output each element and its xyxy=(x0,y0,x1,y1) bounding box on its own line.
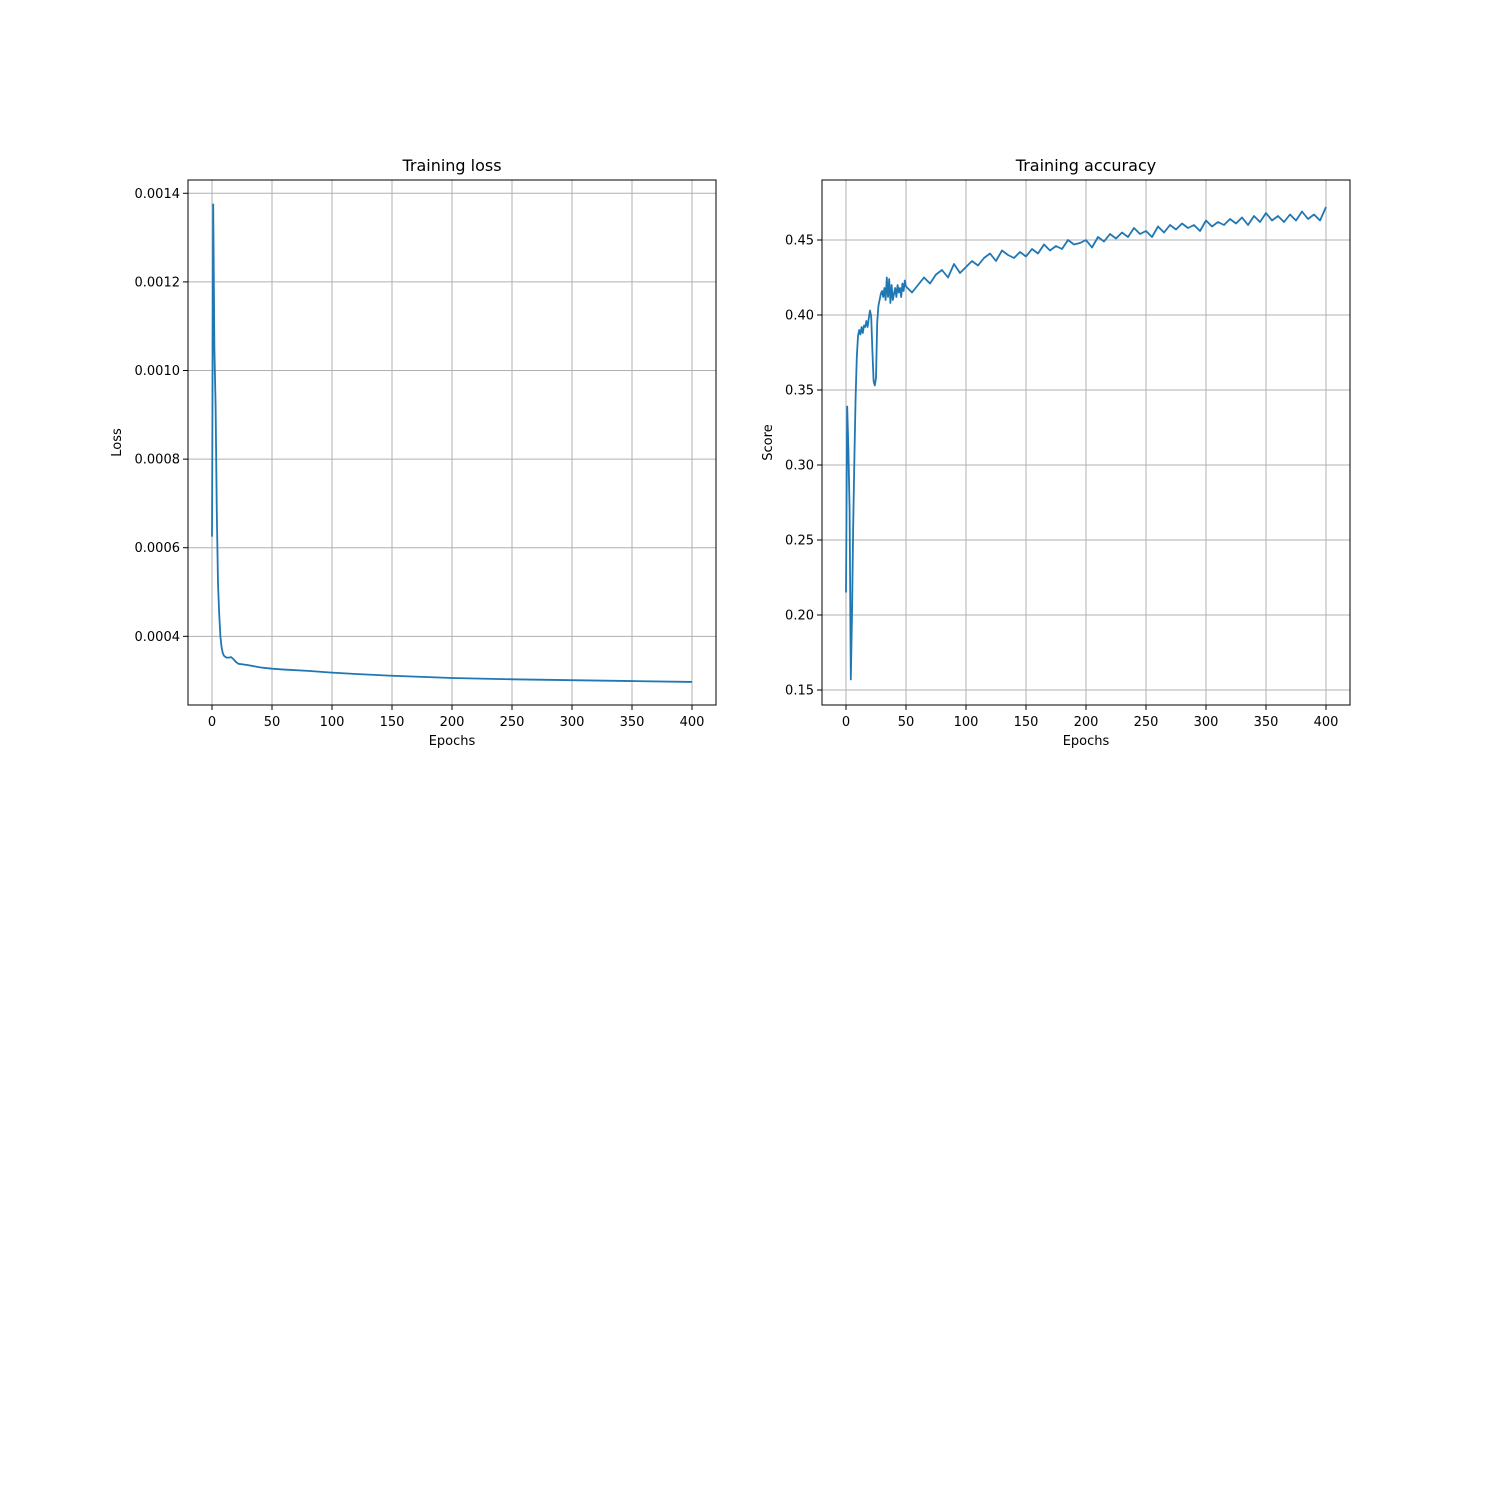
y-tick-label: 0.0006 xyxy=(135,541,181,556)
x-tick-label: 200 xyxy=(1074,715,1099,730)
x-tick-label: 300 xyxy=(1194,715,1219,730)
training-loss-panel: Training loss 0 50 100 150 200 250 300 350 400 0… xyxy=(110,156,717,749)
x-tick-label: 0 xyxy=(208,715,216,730)
x-tick-label: 400 xyxy=(680,715,705,730)
x-tick-label: 50 xyxy=(898,715,915,730)
x-axis-label: Epochs xyxy=(1063,734,1110,749)
y-tick-label: 0.0008 xyxy=(135,453,181,468)
y-axis-ticks: 0.15 0.20 0.25 0.30 0.35 0.40 0.45 xyxy=(785,234,822,699)
chart-title: Training loss xyxy=(401,156,501,175)
x-tick-label: 250 xyxy=(1134,715,1159,730)
x-tick-label: 250 xyxy=(500,715,525,730)
series-layer xyxy=(845,206,1327,681)
x-axis-ticks: 0 50 100 150 200 250 300 350 400 xyxy=(208,705,705,730)
x-tick-label: 150 xyxy=(1014,715,1039,730)
y-tick-label: 0.25 xyxy=(785,534,814,549)
x-tick-label: 100 xyxy=(320,715,345,730)
x-tick-label: 300 xyxy=(560,715,585,730)
y-axis-ticks: 0.0004 0.0006 0.0008 0.0010 0.0012 0.0014 xyxy=(135,187,188,645)
y-tick-label: 0.35 xyxy=(785,384,814,399)
x-tick-label: 350 xyxy=(620,715,645,730)
y-axis-label: Score xyxy=(761,424,776,460)
y-tick-label: 0.45 xyxy=(785,234,814,249)
x-axis-label: Epochs xyxy=(429,734,476,749)
x-tick-label: 350 xyxy=(1254,715,1279,730)
y-tick-label: 0.0012 xyxy=(135,275,181,290)
series-layer xyxy=(211,203,693,683)
x-tick-label: 50 xyxy=(264,715,281,730)
x-tick-label: 150 xyxy=(380,715,405,730)
x-tick-label: 400 xyxy=(1314,715,1339,730)
x-tick-label: 200 xyxy=(440,715,465,730)
y-tick-label: 0.0004 xyxy=(135,630,181,645)
x-tick-label: 0 xyxy=(842,715,850,730)
series-line xyxy=(845,206,1327,681)
grid xyxy=(188,180,716,705)
chart-title: Training accuracy xyxy=(1015,156,1156,175)
training-accuracy-panel: Training accuracy 0 50 100 150 200 250 300 350 4… xyxy=(761,156,1351,749)
y-axis-label: Loss xyxy=(110,428,125,457)
y-tick-label: 0.40 xyxy=(785,309,814,324)
y-tick-label: 0.15 xyxy=(785,684,814,699)
series-line xyxy=(211,203,693,683)
x-axis-ticks: 0 50 100 150 200 250 300 350 400 xyxy=(842,705,1339,730)
x-tick-label: 100 xyxy=(954,715,979,730)
y-tick-label: 0.30 xyxy=(785,459,814,474)
y-tick-label: 0.0014 xyxy=(135,187,181,202)
y-tick-label: 0.0010 xyxy=(135,364,181,379)
y-tick-label: 0.20 xyxy=(785,609,814,624)
